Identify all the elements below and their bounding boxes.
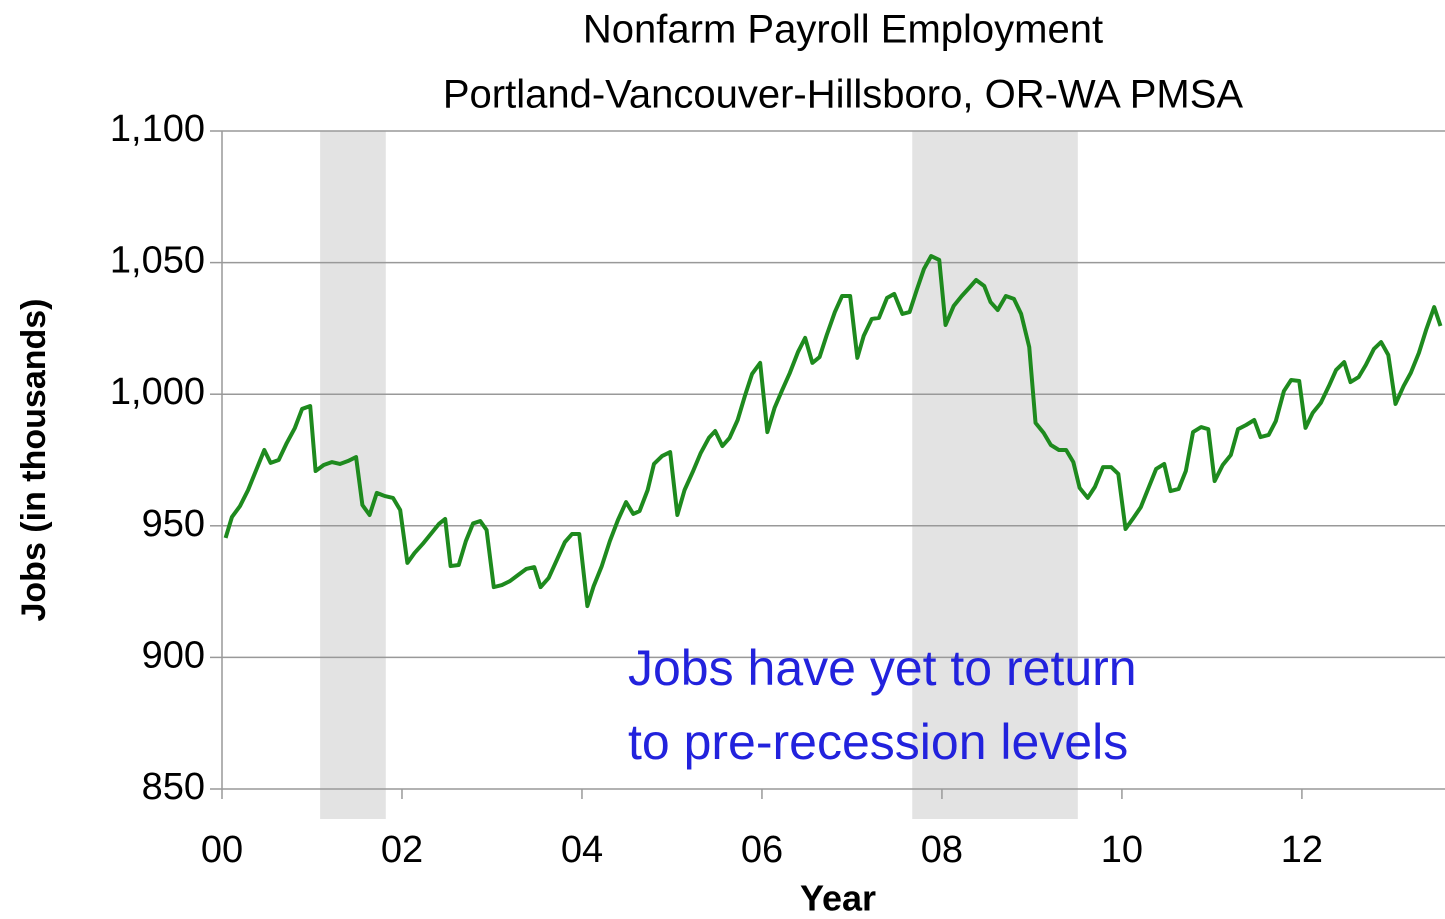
y-tick-label: 1,000 [110,371,205,413]
annotation: Jobs have yet to return [628,640,1137,696]
chart-subtitle: Portland-Vancouver-Hillsboro, OR-WA PMSA [443,73,1244,117]
y-tick-label: 1,050 [110,240,205,282]
data-line [223,254,1443,609]
x-tick-label: 00 [201,829,243,871]
y-tick-label: 900 [142,634,205,676]
x-tick-label: 06 [741,829,783,871]
recession-shade [320,131,386,819]
annotation: to pre-recession levels [628,714,1128,770]
x-tick-label: 04 [561,829,603,871]
y-tick-label: 1,100 [110,108,205,150]
x-tick-label: 08 [921,829,963,871]
recession-shade [912,131,1078,819]
chart-title: Nonfarm Payroll Employment [583,8,1103,52]
x-axis-label: Year [800,878,876,919]
x-tick-label: 02 [381,829,423,871]
y-tick-label: 850 [142,766,205,808]
x-tick-label: 10 [1101,829,1143,871]
y-axis-label: Jobs (in thousands) [15,299,53,622]
y-tick-label: 950 [142,503,205,545]
x-tick-label: 12 [1281,829,1323,871]
